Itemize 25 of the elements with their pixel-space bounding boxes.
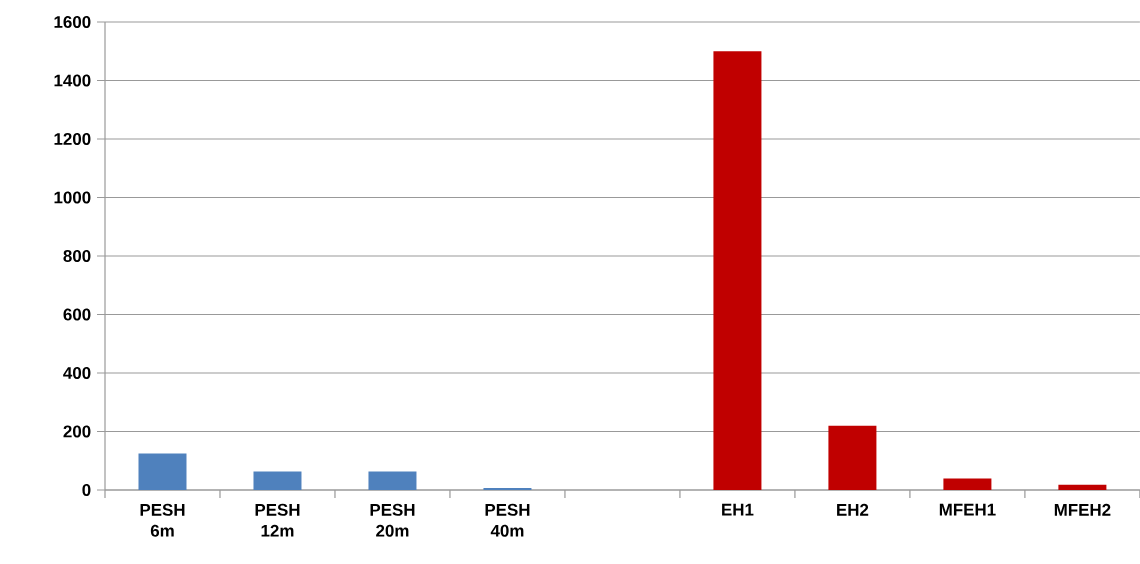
y-tick-label: 1600 <box>54 16 91 28</box>
x-tick-label: PESH 20m <box>370 503 415 537</box>
bar <box>253 471 302 490</box>
y-tick-label: 200 <box>63 425 91 438</box>
x-tick-label: MFEH2 <box>1054 503 1111 516</box>
y-tick-label: 1000 <box>54 191 91 204</box>
bar <box>828 425 877 490</box>
bar <box>483 487 532 490</box>
y-tick-label: 800 <box>63 250 91 262</box>
bar <box>138 453 187 490</box>
y-tick-label: 1400 <box>54 74 91 87</box>
x-tick-label: EH2 <box>837 503 869 516</box>
bar <box>368 471 417 490</box>
y-tick-label: 1200 <box>54 133 91 145</box>
x-tick-label: PESH 40m <box>485 503 530 537</box>
y-tick-label: 600 <box>63 308 91 321</box>
y-tick-label: 400 <box>63 367 91 379</box>
bar <box>943 478 992 490</box>
x-tick-label: MFEH1 <box>939 503 996 516</box>
y-tick-label: 0 <box>82 484 91 496</box>
bar <box>1058 484 1107 490</box>
x-tick-label: EH1 <box>722 503 754 516</box>
bar <box>713 51 762 490</box>
x-tick-label: PESH 6m <box>140 503 185 537</box>
x-tick-label: PESH 12m <box>255 503 300 537</box>
